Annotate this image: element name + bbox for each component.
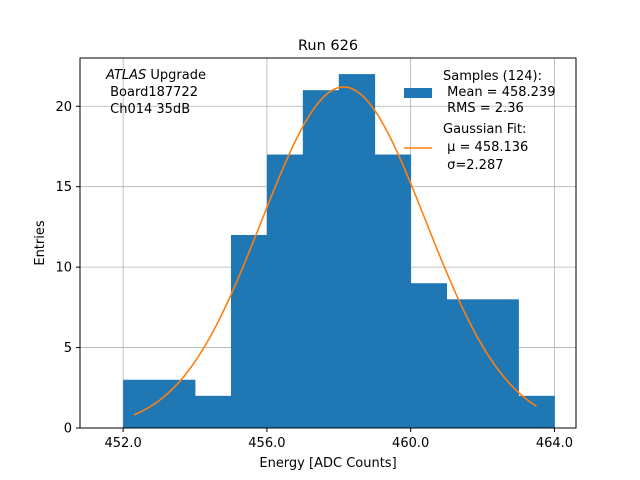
x-axis-label: Energy [ADC Counts]: [259, 456, 396, 471]
legend-samples-line3: RMS = 2.36: [443, 101, 524, 116]
y-tick-label: 20: [55, 100, 72, 115]
legend-fit-line1: Gaussian Fit:: [443, 122, 526, 137]
histogram-bar: [195, 395, 232, 428]
y-axis-ticks: 0 5 10 15 20: [55, 100, 80, 437]
histogram-bar: [230, 234, 268, 428]
atlas-annotation: ATLAS Upgrade Board187722 Ch014 35dB: [105, 68, 206, 117]
legend-samples-line2: Mean = 458.239: [443, 85, 555, 100]
x-tick-label: 456.0: [248, 436, 285, 451]
y-tick-label: 10: [55, 261, 72, 276]
plot-frame: [79, 57, 577, 429]
chart-title: Run 626: [298, 38, 358, 54]
y-tick-label: 15: [55, 180, 72, 195]
y-axis-label: Entries: [33, 220, 48, 266]
histogram-bar: [159, 379, 196, 428]
annotation-upgrade: Upgrade: [146, 68, 206, 83]
histogram-bar: [446, 299, 483, 428]
histogram-bar: [338, 74, 376, 428]
svg-text:ATLAS Upgrade: ATLAS Upgrade: [105, 68, 206, 83]
histogram-bar: [374, 154, 412, 429]
y-tick-label: 5: [64, 341, 72, 356]
annotation-channel: Ch014 35dB: [106, 102, 190, 117]
x-axis-ticks: 452.0 456.0 460.0 464.0: [105, 428, 573, 451]
x-tick-label: 460.0: [392, 436, 429, 451]
x-tick-label: 464.0: [536, 436, 573, 451]
annotation-board: Board187722: [106, 85, 198, 100]
histogram-bar: [266, 154, 304, 429]
x-tick-label: 452.0: [105, 436, 142, 451]
histogram-bars: [123, 74, 555, 429]
legend-fit-line2: μ = 458.136: [443, 140, 528, 155]
annotation-atlas: ATLAS: [105, 68, 146, 83]
histogram-bar: [410, 283, 448, 428]
histogram-bar: [482, 299, 519, 428]
legend: Samples (124): Mean = 458.239 RMS = 2.36…: [404, 69, 555, 173]
legend-samples-line1: Samples (124):: [443, 69, 542, 84]
gaussian-fit-curve: [133, 86, 537, 416]
histogram-bar: [302, 90, 340, 428]
y-tick-label: 0: [64, 422, 72, 437]
histogram-bar: [518, 395, 555, 428]
legend-samples-swatch: [404, 88, 432, 98]
legend-fit-line3: σ=2.287: [443, 158, 503, 173]
